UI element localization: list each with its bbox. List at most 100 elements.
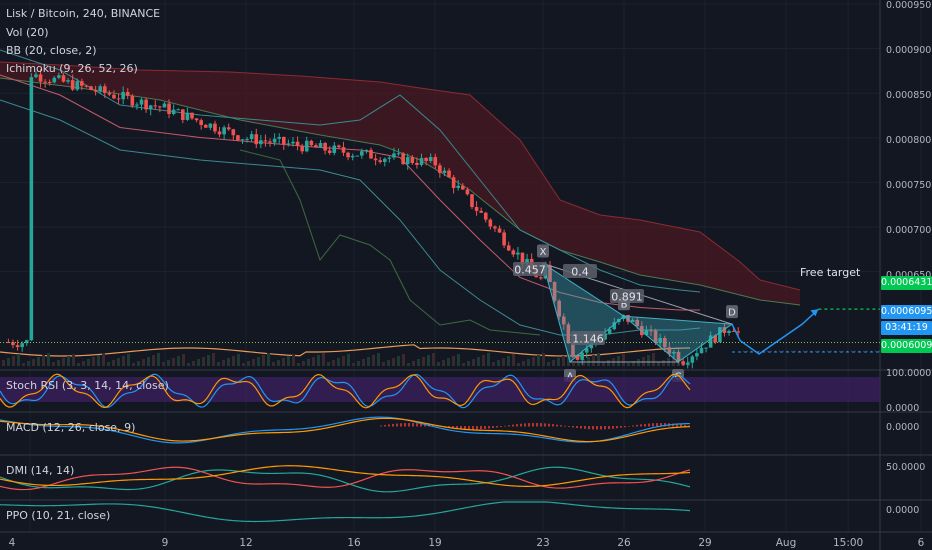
macd-histogram-bar <box>616 426 618 429</box>
volume-bar <box>322 353 325 366</box>
macd-histogram-bar <box>640 424 642 427</box>
point-label-x: X <box>540 247 547 258</box>
candle-body <box>291 141 295 144</box>
volume-bar <box>422 357 425 366</box>
bcd-triangle <box>622 315 734 363</box>
volume-bar <box>647 355 650 366</box>
candle-body <box>176 109 181 111</box>
candle-body <box>667 347 672 354</box>
ichimoku-legend[interactable]: Ichimoku (9, 26, 52, 26) <box>6 62 138 75</box>
candle-body <box>644 330 649 336</box>
candle-body <box>112 94 116 99</box>
macd-histogram-bar <box>552 424 554 427</box>
volume-bar <box>557 358 560 366</box>
volume-bar <box>302 361 305 366</box>
volume-bar <box>342 356 345 366</box>
macd-histogram-bar <box>580 426 582 429</box>
volume-bar <box>22 363 25 366</box>
volume-bar <box>482 355 485 366</box>
volume-bar <box>497 360 500 366</box>
candle-body <box>479 210 483 213</box>
macd-histogram-bar <box>480 426 482 430</box>
time-tick: 6 <box>918 537 925 549</box>
candle-body <box>171 109 176 115</box>
candle-body <box>286 143 291 145</box>
macd-histogram-bar <box>572 426 574 428</box>
volume-bar <box>77 363 80 366</box>
candle-body <box>167 103 171 115</box>
volume-bar <box>287 356 290 366</box>
candle-body <box>332 145 337 153</box>
ratio-box <box>610 289 644 303</box>
macd-histogram-bar <box>408 423 410 427</box>
volume-bar <box>427 355 430 366</box>
candle-body <box>254 134 259 145</box>
projection-line <box>731 308 819 355</box>
bb-legend[interactable]: BB (20, close, 2) <box>6 44 97 57</box>
candle-body <box>474 207 479 211</box>
candle-body <box>263 140 268 142</box>
candle-body <box>327 150 332 153</box>
adx <box>0 465 691 487</box>
candle-body <box>382 158 387 162</box>
macd-histogram-bar <box>464 426 466 430</box>
volume-bar <box>597 353 600 366</box>
candle-body <box>84 85 89 87</box>
candle-body <box>511 250 516 255</box>
countdown-tag: 03:41:19 <box>881 321 932 335</box>
macd-histogram-bar <box>568 426 570 427</box>
candle-body <box>704 347 708 349</box>
candle-body <box>203 124 208 128</box>
volume-bar <box>617 356 620 366</box>
macd-histogram-bar <box>468 426 470 430</box>
volume-bar <box>387 360 390 366</box>
volume-bar <box>402 354 405 366</box>
price-tick: 0.0007000 <box>886 225 932 236</box>
candle-body <box>144 99 148 110</box>
volume-bar <box>652 353 655 366</box>
macd-histogram-bar <box>380 425 382 427</box>
volume-bar <box>277 360 280 366</box>
candle-body <box>405 157 410 165</box>
projection-path <box>731 308 880 355</box>
volume-bar <box>212 353 215 366</box>
free-target-label: Free target <box>800 266 861 279</box>
candle-body <box>70 80 75 90</box>
lower-price-tag: 0.0006009 <box>881 339 932 353</box>
volume-bar <box>247 361 250 366</box>
time-tick: 9 <box>162 537 169 549</box>
candle-body <box>360 151 364 156</box>
volume-bar <box>97 355 100 366</box>
price-tick: 0.0006500 <box>886 270 932 281</box>
ppo-label[interactable]: PPO (10, 21, close) <box>6 509 111 522</box>
time-tick: 23 <box>536 537 549 549</box>
candle-body <box>465 189 470 195</box>
macd-histogram-bar <box>512 424 514 427</box>
candle-body <box>47 82 52 84</box>
volume-bar <box>432 353 435 366</box>
candle-body <box>208 123 213 128</box>
candle-body <box>552 282 557 301</box>
volume-bar <box>207 355 210 366</box>
macd-histogram-bar <box>624 426 626 428</box>
macd-histogram-bar <box>588 426 590 430</box>
candle-body <box>93 89 98 92</box>
volume-bar <box>632 361 635 366</box>
macd-histogram-bar <box>540 423 542 427</box>
macd-histogram-bar <box>452 426 454 429</box>
candle-body <box>685 362 690 365</box>
vol-legend[interactable]: Vol (20) <box>6 26 49 39</box>
macd-histogram-bar <box>392 423 394 427</box>
candle-body <box>194 118 199 121</box>
candle-body <box>20 343 24 348</box>
volume-bar <box>457 354 460 366</box>
ratio-box <box>563 264 597 278</box>
volume-bar <box>202 357 205 366</box>
pane-tick: 50.0000 <box>886 462 925 473</box>
stoch-rsi-label[interactable]: Stoch RSI (3, 3, 14, 14, close) <box>6 379 169 392</box>
volume-bar <box>337 358 340 366</box>
macd-histogram-bar <box>384 424 386 427</box>
macd-label[interactable]: MACD (12, 26, close, 9) <box>6 421 136 434</box>
dmi-label[interactable]: DMI (14, 14) <box>6 464 75 477</box>
